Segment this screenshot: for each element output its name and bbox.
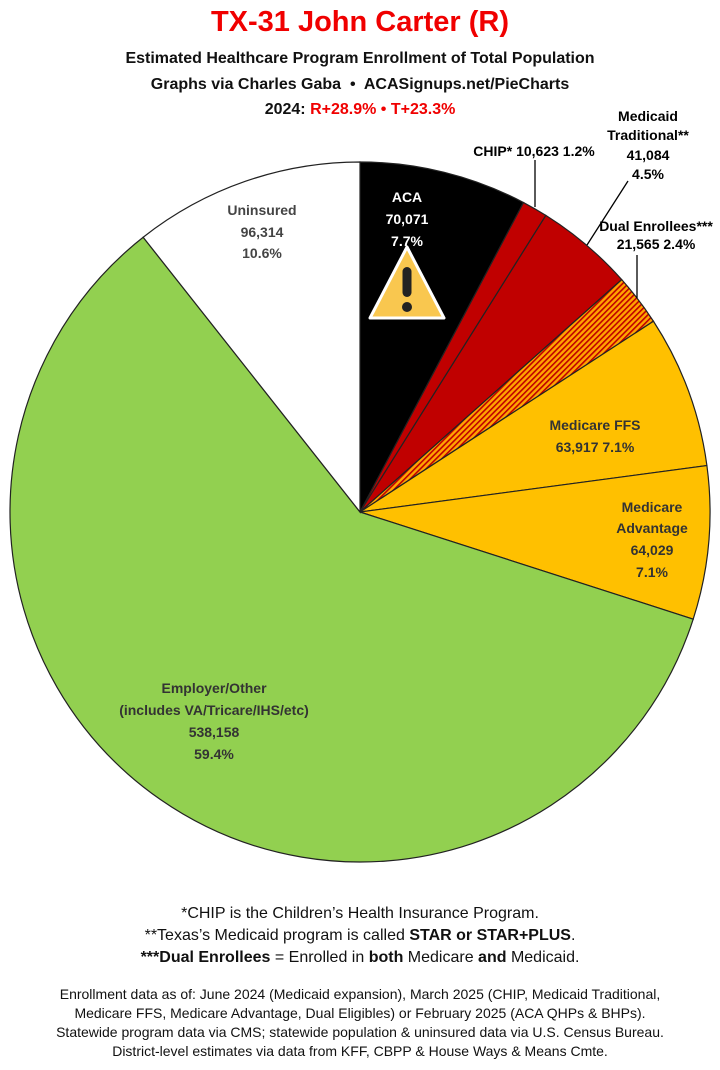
source-line: Medicare FFS, Medicare Advantage, Dual E… bbox=[74, 1005, 646, 1021]
slice-label: 63,917 7.1% bbox=[556, 439, 635, 455]
pie-slice-uninsured bbox=[142, 161, 361, 514]
slice-label: 41,084 bbox=[627, 147, 670, 163]
slice-label: Advantage bbox=[616, 520, 688, 536]
slice-label: 4.5% bbox=[632, 166, 664, 182]
slice-label: Dual Enrollees*** bbox=[599, 218, 713, 234]
slice-label: (includes VA/Tricare/IHS/etc) bbox=[119, 702, 309, 718]
chart-title: TX-31 John Carter (R) bbox=[210, 6, 510, 38]
slice-label: 64,029 bbox=[631, 542, 674, 558]
slice-label: Employer/Other bbox=[161, 680, 267, 696]
leader-line bbox=[586, 180, 629, 246]
slice-label: Traditional** bbox=[607, 127, 689, 143]
credit-line: Graphs via Charles Gaba • ACASignups.net… bbox=[150, 76, 570, 93]
romney-margin: R+28.9% bbox=[310, 101, 377, 118]
slice-label: 7.7% bbox=[391, 233, 423, 249]
slice-label: 70,071 bbox=[386, 211, 429, 227]
pie-slice-aca bbox=[359, 161, 525, 513]
fn2-text: **Texas’s Medicaid program is called bbox=[144, 927, 410, 944]
chart-subtitle: Estimated Healthcare Program Enrollment … bbox=[125, 50, 595, 67]
slice-label: 7.1% bbox=[636, 564, 668, 580]
source-line: Enrollment data as of: June 2024 (Medica… bbox=[59, 986, 661, 1002]
footnotes: *CHIP is the Children’s Health Insurance… bbox=[0, 903, 720, 969]
footnote-dual: ***Dual Enrollees = Enrolled in both Med… bbox=[0, 947, 720, 969]
results-line: 2024: R+28.9% • T+23.3% bbox=[0, 101, 720, 119]
fn2-bold: STAR or STAR+PLUS bbox=[409, 927, 571, 944]
slice-label: 59.4% bbox=[194, 746, 234, 762]
fn3-t1: = Enrolled in bbox=[270, 949, 369, 966]
slice-label: 10.6% bbox=[242, 245, 282, 261]
pie-slice-medicare-advantage bbox=[359, 464, 711, 620]
fn3-b2: both bbox=[368, 949, 404, 966]
pie-slice-medicare-ffs bbox=[359, 320, 708, 513]
warning-icon bbox=[368, 245, 446, 320]
pie-slice-employer-other bbox=[9, 236, 694, 863]
slice-label: ACA bbox=[392, 189, 422, 205]
results-prefix: 2024: bbox=[264, 101, 311, 118]
slice-label: Medicaid bbox=[618, 108, 678, 124]
pie-chart: ACA 70,071 7.7% CHIP* 10,623 1.2% Medicaid Tr… bbox=[9, 108, 713, 863]
fn2-end: . bbox=[570, 927, 576, 944]
footnote-chip: *CHIP is the Children’s Health Insurance… bbox=[181, 905, 539, 922]
slice-label: CHIP* 10,623 1.2% bbox=[473, 143, 595, 159]
slice-label: 538,158 bbox=[189, 724, 240, 740]
source-line: Statewide program data via CMS; statewid… bbox=[56, 1024, 664, 1040]
fn3-t2: Medicare bbox=[403, 949, 479, 966]
trump-margin: T+23.3% bbox=[390, 101, 456, 118]
fn3-t3: Medicaid. bbox=[506, 949, 580, 966]
fn3-b1: ***Dual Enrollees bbox=[140, 949, 271, 966]
source-notes: Enrollment data as of: June 2024 (Medica… bbox=[0, 985, 720, 1061]
source-line: District-level estimates via data from K… bbox=[112, 1043, 608, 1059]
results-separator: • bbox=[376, 101, 391, 118]
slice-label: Medicare bbox=[622, 499, 683, 515]
slice-label: 21,565 2.4% bbox=[617, 236, 696, 252]
slice-label: Uninsured bbox=[227, 202, 296, 218]
footnote-medicaid: **Texas’s Medicaid program is called STA… bbox=[0, 925, 720, 947]
fn3-b3: and bbox=[478, 949, 507, 966]
slice-label: 96,314 bbox=[241, 224, 284, 240]
slice-label: Medicare FFS bbox=[549, 417, 640, 433]
